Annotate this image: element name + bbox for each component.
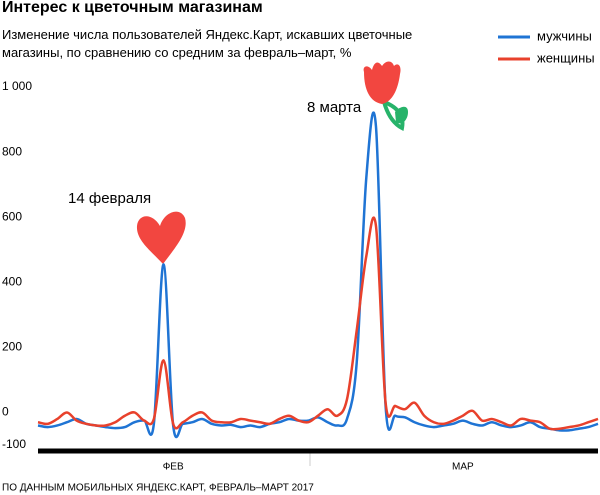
y-tick-label: 1 000: [2, 79, 32, 93]
legend-label: мужчины: [537, 28, 592, 43]
x-tick-label: МАР: [452, 462, 474, 473]
heart-icon: [136, 211, 186, 264]
y-tick-label: 0: [2, 405, 9, 419]
x-tick-label: ФЕВ: [163, 462, 184, 473]
legend-label: женщины: [537, 50, 595, 65]
y-tick-label: 200: [2, 340, 22, 354]
annotation: 14 февраля: [68, 190, 151, 207]
line-series: [37, 216, 599, 431]
tulip-icon: [363, 61, 408, 131]
y-tick-label: 600: [2, 209, 22, 223]
annotation: 8 марта: [307, 99, 362, 116]
y-tick-label: -100: [2, 437, 26, 451]
chart-subtitle: Изменение числа пользователей Яндекс.Кар…: [2, 27, 413, 60]
chart-title: Интерес к цветочным магазинам: [2, 0, 263, 16]
y-tick-label: 400: [2, 274, 22, 288]
source: ПО ДАННЫМ МОБИЛЬНЫХ ЯНДЕКС.КАРТ, ФЕВРАЛЬ…: [2, 483, 314, 494]
line-series: [37, 111, 599, 439]
y-tick-label: 800: [2, 144, 22, 158]
